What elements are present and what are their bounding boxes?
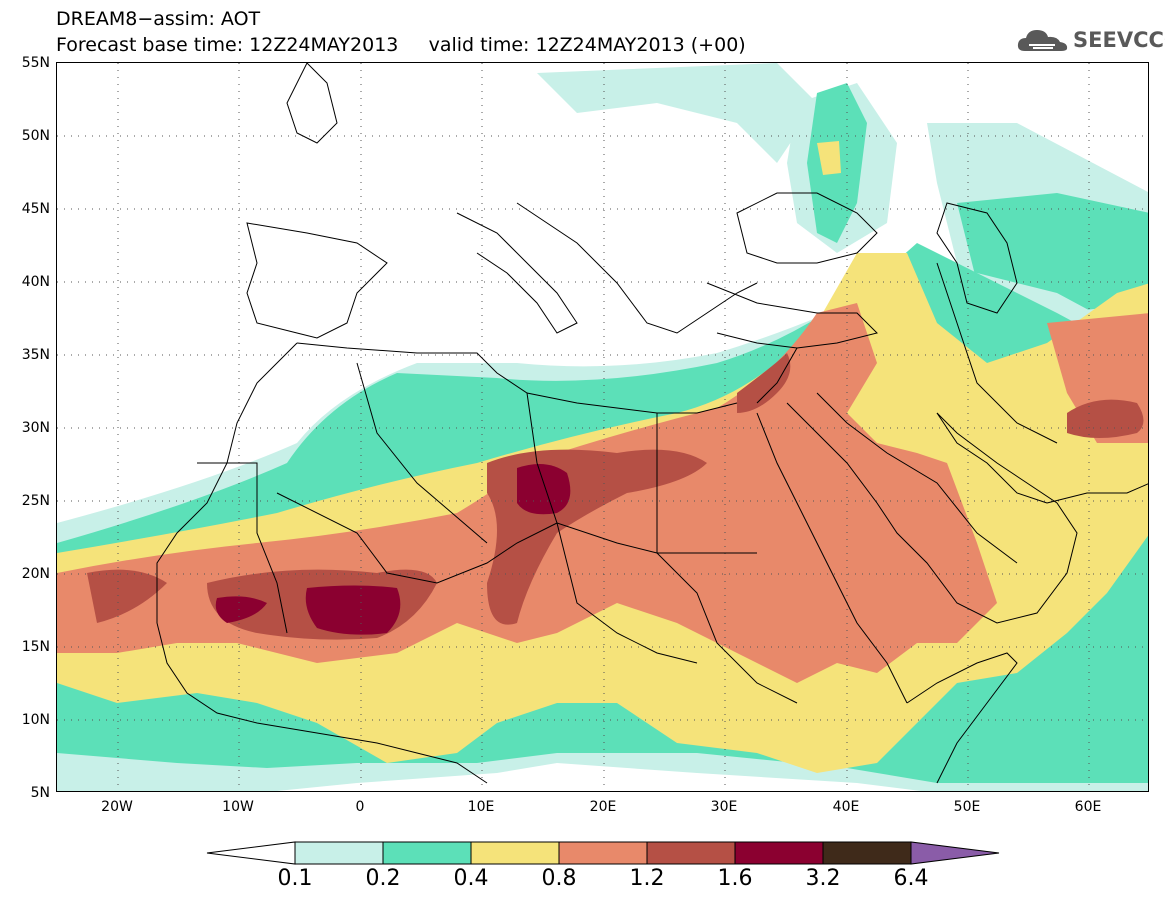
coast-horn [906,652,1018,784]
coast-iberia [246,222,388,339]
coast-italy [456,212,578,334]
border-mali [276,492,558,584]
coast-caspian [936,202,1018,314]
coast-balkans [516,202,758,334]
coast-west-africa [156,342,488,784]
coastlines [156,63,1148,784]
coast-black-sea [736,192,878,264]
lat-label: 50N [21,128,50,144]
colorbar-label: 0.2 [365,866,401,891]
colorbar-swatch [734,841,824,865]
lon-label: 20E [589,799,617,815]
colorbar-label: 0.1 [277,866,313,891]
lat-label: 15N [21,639,50,655]
colorbar-label: 3.2 [805,866,841,891]
lat-label: 10N [21,712,50,728]
colorbar-arrow-high [910,841,1000,865]
aot-band-darkred-levant [737,353,791,413]
aot-core-mali-west [215,596,267,623]
coast-levant [756,347,798,404]
dust-aot-map [56,62,1149,792]
aot-band-darkred [87,569,167,623]
lat-label: 25N [21,493,50,509]
colorbar-swatch [470,841,560,865]
lon-label: 40E [832,799,860,815]
lon-label: 10E [467,799,495,815]
coast-gulf [936,412,1048,504]
lon-label: 60E [1074,799,1102,815]
colorbar-swatch [822,841,912,865]
colorbar-label: 1.2 [629,866,665,891]
colorbar-swatch [558,841,648,865]
lat-label: 35N [21,347,50,363]
coast-turkey [706,282,878,349]
aot-patch-crimea [817,141,841,175]
map-title: DREAM8−assim: AOT [56,8,261,30]
colorbar-swatch [646,841,736,865]
coast-arabia [786,402,1078,624]
colorbar-swatch [382,841,472,865]
border-sudan [656,552,798,704]
lat-label: 5N [30,785,50,801]
colorbar-label: 1.6 [717,866,753,891]
border-algeria [356,362,488,544]
colorbar-label: 0.8 [541,866,577,891]
coast-persia [1046,483,1148,504]
coast-red-sea [756,412,908,704]
lon-label: 30E [710,799,738,815]
lat-label: 40N [21,274,50,290]
aot-patch-eastern-europe [537,63,817,163]
colorbar-arrow-low [206,841,296,865]
aot-core-libya [517,464,571,515]
aot-core-mali [305,585,401,635]
logo-text: SEEVCCC [1073,28,1165,52]
colorbar-label: 6.4 [893,866,929,891]
lat-label: 30N [21,420,50,436]
aot-colorbar [206,841,1000,865]
lon-label: 50E [953,799,981,815]
cloud-icon [1017,30,1068,51]
lon-label: 20W [101,799,133,815]
lon-label: 10W [222,799,254,815]
colorbar-label: 0.4 [453,866,489,891]
lat-label: 45N [21,201,50,217]
border-mauritania [197,462,288,634]
lat-label: 20N [21,566,50,582]
border-chad [556,522,698,664]
coast-britain [286,63,338,144]
border-saudi [816,392,1018,564]
lat-label: 55N [21,55,50,71]
seevccc-logo: SEEVCCC [1015,20,1165,60]
forecast-time-line: Forecast base time: 12Z24MAY2013 valid t… [56,34,746,56]
border-iran [936,262,1058,444]
colorbar-swatch [294,841,384,865]
lon-label: 0 [355,799,365,815]
map-canvas [57,63,1148,791]
